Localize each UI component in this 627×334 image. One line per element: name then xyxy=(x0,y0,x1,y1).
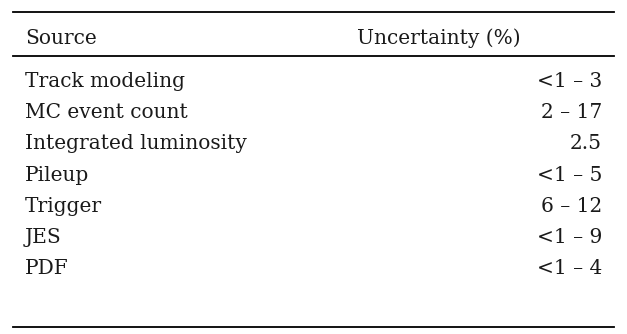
Text: MC event count: MC event count xyxy=(25,104,188,122)
Text: Trigger: Trigger xyxy=(25,197,102,215)
Text: <1 – 9: <1 – 9 xyxy=(537,228,602,246)
Text: Uncertainty (%): Uncertainty (%) xyxy=(357,29,521,48)
Text: JES: JES xyxy=(25,228,62,246)
Text: PDF: PDF xyxy=(25,259,69,278)
Text: <1 – 5: <1 – 5 xyxy=(537,166,602,184)
Text: Integrated luminosity: Integrated luminosity xyxy=(25,135,247,153)
Text: Track modeling: Track modeling xyxy=(25,72,185,91)
Text: Source: Source xyxy=(25,29,97,48)
Text: <1 – 3: <1 – 3 xyxy=(537,72,602,91)
Text: 2.5: 2.5 xyxy=(570,135,602,153)
Text: Pileup: Pileup xyxy=(25,166,89,184)
Text: <1 – 4: <1 – 4 xyxy=(537,259,602,278)
Text: 6 – 12: 6 – 12 xyxy=(540,197,602,215)
Text: 2 – 17: 2 – 17 xyxy=(540,104,602,122)
